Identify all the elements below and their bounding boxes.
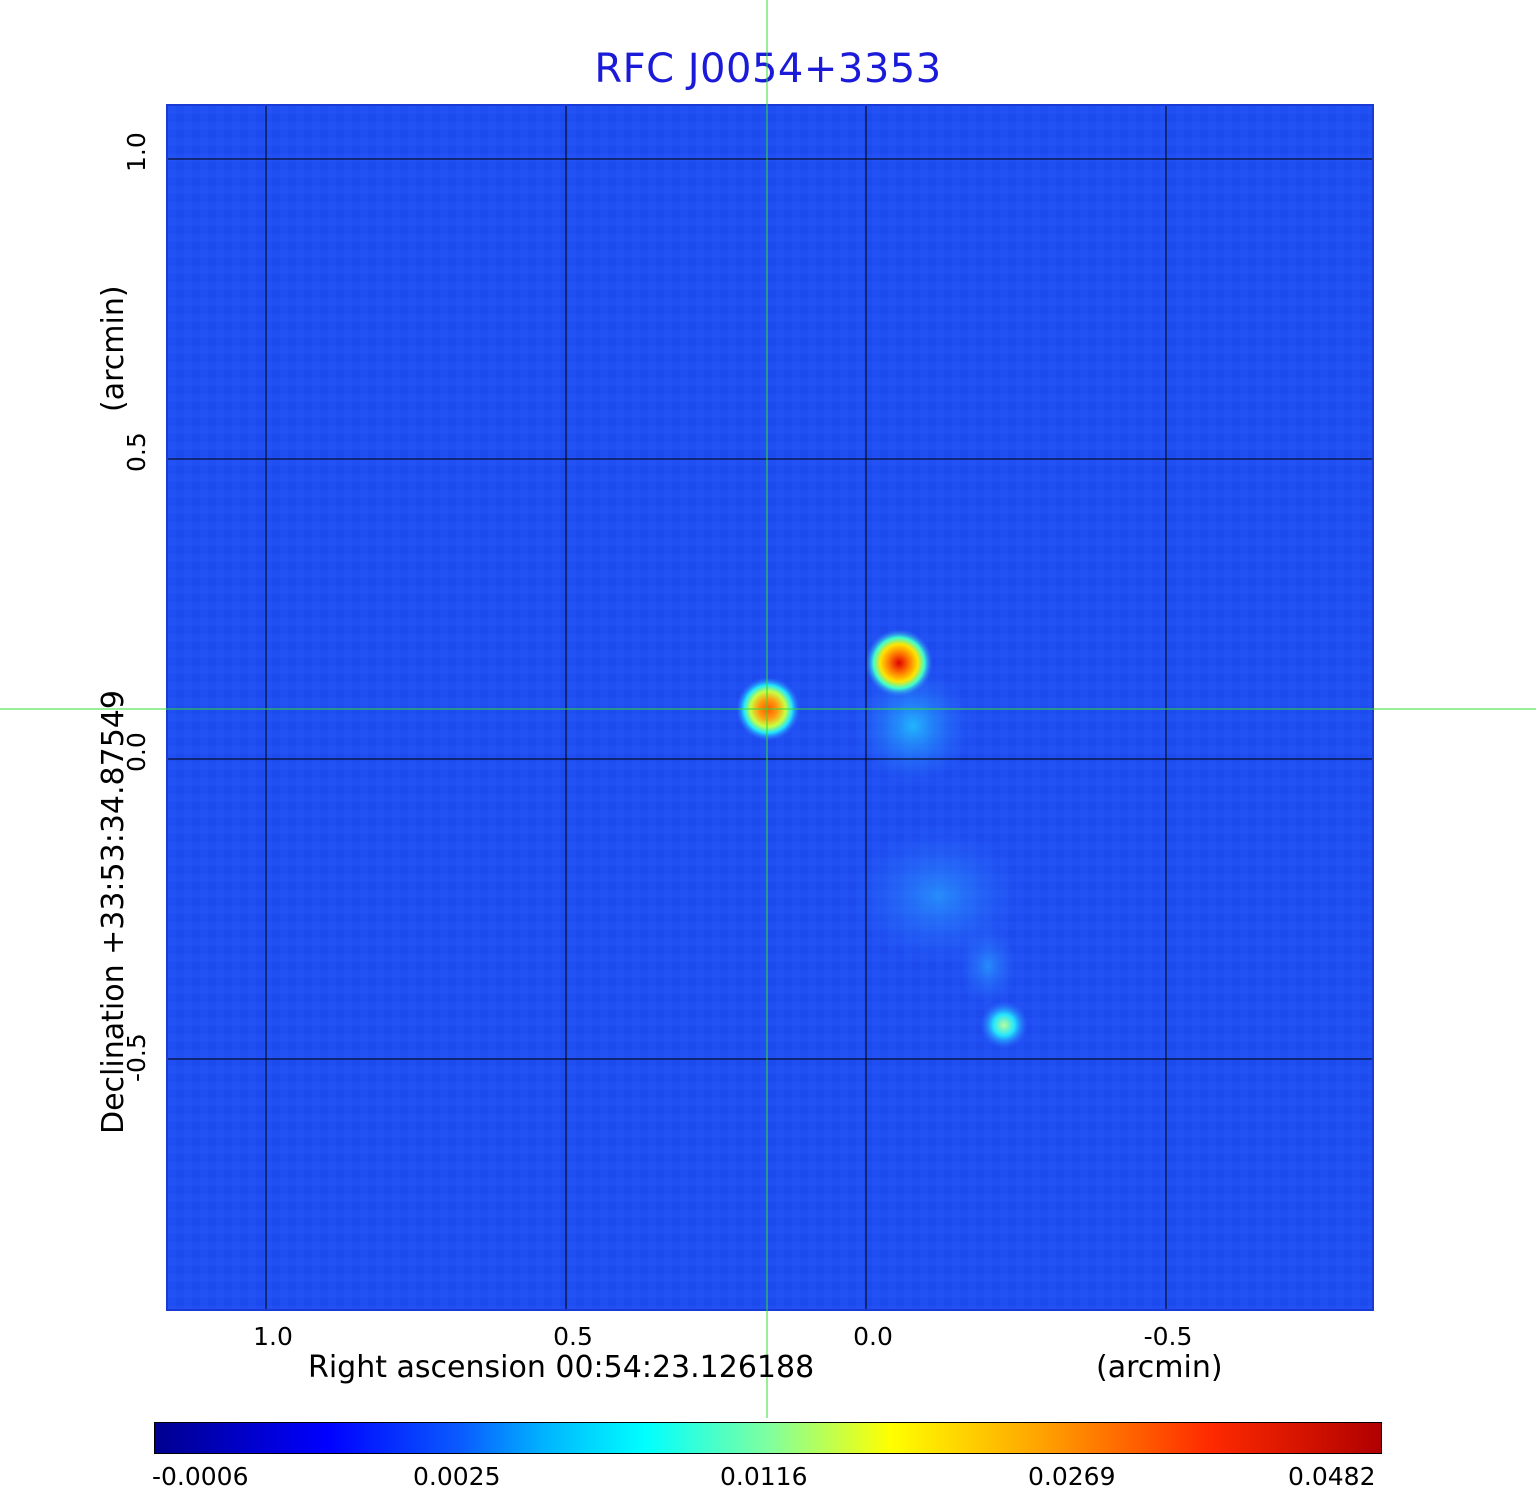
diffuse-emission <box>958 926 1018 1006</box>
colorbar-tick-label: -0.0006 <box>152 1462 249 1491</box>
y-axis-label: Declination +33:53:34.87549 <box>96 690 131 1134</box>
colorbar-tick-label: 0.0116 <box>720 1462 808 1491</box>
colorbar-tick-label: 0.0025 <box>413 1462 501 1491</box>
x-tick-label: 1.0 <box>253 1322 293 1351</box>
diffuse-emission <box>853 666 973 786</box>
x-tick-label: 0.5 <box>553 1322 593 1351</box>
y-tick-label: 1.0 <box>122 132 151 172</box>
colorbar-tick-label: 0.0269 <box>1028 1462 1116 1491</box>
x-tick-label: -0.5 <box>1143 1322 1193 1351</box>
y-axis-unit: (arcmin) <box>96 285 131 412</box>
x-axis-label: Right ascension 00:54:23.126188 <box>308 1350 815 1385</box>
radio-image-svg <box>168 106 1372 1309</box>
x-tick-label: 0.0 <box>853 1322 893 1351</box>
x-axis-unit: (arcmin) <box>1096 1350 1223 1385</box>
y-tick-label: 0.5 <box>122 432 151 472</box>
radio-image-map[interactable] <box>166 104 1374 1311</box>
grid-lines <box>168 106 1372 1309</box>
page-title: RFC J0054+3353 <box>594 46 942 92</box>
colorbar-tick-label: 0.0482 <box>1288 1462 1376 1491</box>
bright-source[interactable] <box>865 629 933 697</box>
bright-source[interactable] <box>980 1001 1028 1049</box>
colorbar <box>154 1422 1382 1454</box>
